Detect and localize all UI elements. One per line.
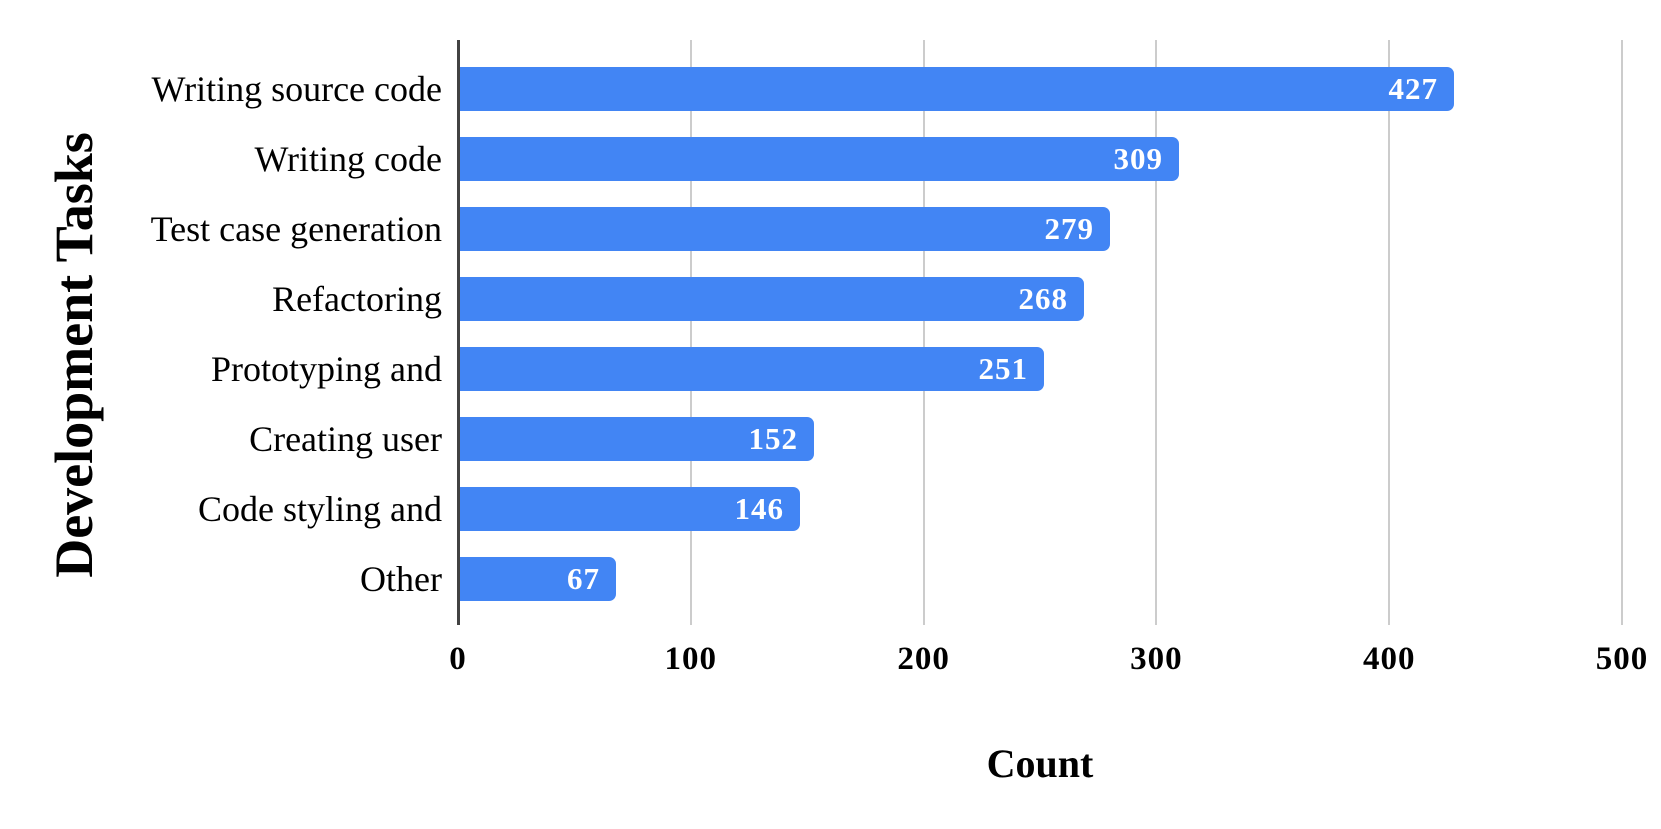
- category-label: Writing code: [254, 139, 443, 179]
- category-label: Refactoring: [272, 279, 442, 319]
- bar: 268: [460, 277, 1084, 321]
- x-tick-label: 300: [1130, 641, 1183, 677]
- y-axis-line: [457, 40, 460, 625]
- bar: 309: [460, 137, 1179, 181]
- x-gridline: [1155, 40, 1158, 625]
- x-tick-label: 400: [1362, 641, 1416, 677]
- bar: 67: [460, 557, 616, 601]
- bar-value-label: 279: [1044, 211, 1094, 246]
- bar: 152: [460, 417, 814, 461]
- bar: 427: [460, 67, 1454, 111]
- bar-value-label: 152: [748, 421, 798, 456]
- category-label: Creating user: [249, 419, 442, 459]
- x-tick-label: 0: [449, 641, 467, 677]
- bar-value-label: 309: [1113, 141, 1163, 176]
- x-gridline: [922, 40, 925, 625]
- bar-value-label: 427: [1388, 71, 1438, 106]
- category-label: Test case generation: [150, 209, 442, 249]
- bar-value-label: 251: [978, 351, 1028, 386]
- category-label: Prototyping and: [211, 349, 442, 389]
- bar: 251: [460, 347, 1044, 391]
- x-gridline: [689, 40, 692, 625]
- x-tick-label: 200: [897, 641, 950, 677]
- bar-value-label: 67: [567, 561, 600, 596]
- category-label: Code styling and: [198, 489, 442, 529]
- bar: 146: [460, 487, 800, 531]
- x-tick-label: 100: [664, 641, 718, 677]
- bar-value-label: 146: [734, 491, 784, 526]
- plot-area: 427 309 279 268 251 152 146 67: [457, 40, 1623, 625]
- category-label: Writing source code: [151, 69, 442, 109]
- x-tick-label: 500: [1595, 641, 1649, 677]
- x-axis-title: Count: [986, 741, 1094, 786]
- category-label: Other: [360, 559, 442, 599]
- x-gridline: [1621, 40, 1623, 625]
- x-gridline: [1388, 40, 1391, 625]
- bar-value-label: 268: [1018, 281, 1068, 316]
- bar: 279: [460, 207, 1110, 251]
